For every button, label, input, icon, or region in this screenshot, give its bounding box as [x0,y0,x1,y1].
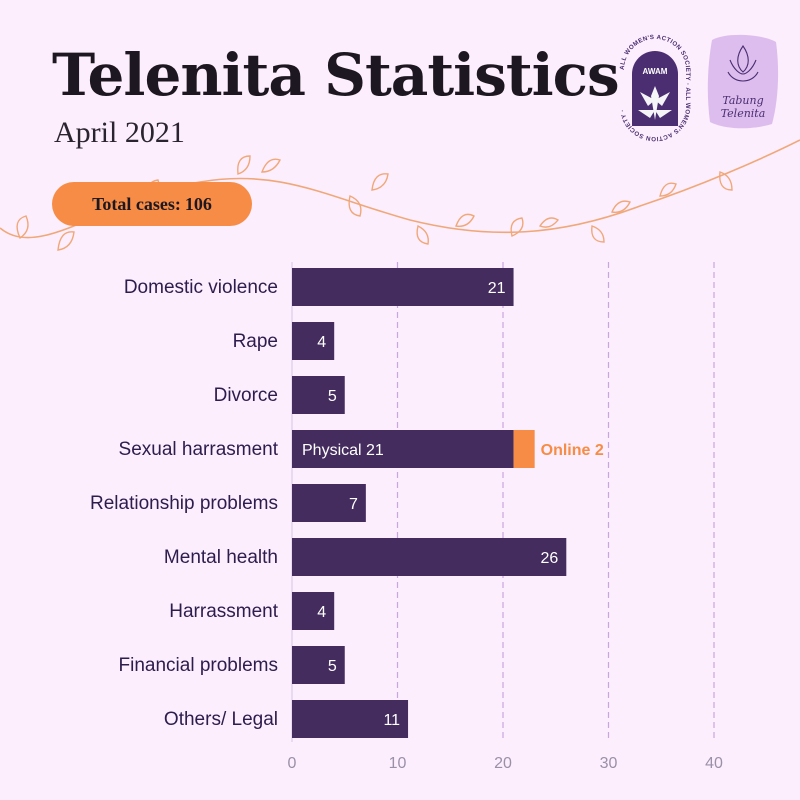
bar [292,646,345,684]
x-tick-label: 20 [494,755,512,772]
bar-value-label: 11 [383,712,400,729]
bar-value-label: 26 [541,550,559,567]
bar [292,538,567,576]
bar [292,376,345,414]
bar [292,484,366,522]
bar-segment-label: Online 2 [541,442,604,459]
page-subtitle: April 2021 [54,116,185,149]
chart-grid [396,262,715,742]
category-label: Domestic violence [124,277,278,298]
bar [292,322,335,360]
bar [292,430,514,468]
total-cases-label: Total cases: [92,193,181,214]
awam-logo-text: AWAM [643,67,668,76]
telenita-logo-line2: Telenita [721,107,766,120]
bar-value-label: Physical 21 [302,442,384,459]
chart-labels: Domestic violence 21 Rape 4 Divorce 5 Sexual h… [90,277,604,730]
bar [292,268,514,306]
x-tick-label: 30 [600,755,618,772]
category-label: Sexual harrasment [119,439,279,460]
awam-logo: ALL WOMEN'S ACTION SOCIETY · ALL WOMEN'S… [619,34,691,142]
tabung-telenita-logo: Tabung Telenita [707,34,779,129]
bar-value-label: 4 [317,334,326,351]
category-label: Rape [233,331,278,352]
bar [292,592,335,630]
chart-ticks: 0 10 20 30 40 [288,755,723,772]
category-label: Harrassment [169,601,278,622]
telenita-logo-line1: Tabung [722,94,763,107]
category-label: Mental health [164,547,278,568]
bar-value-label: 21 [488,280,506,297]
bar-value-label: 5 [328,388,337,405]
category-label: Divorce [214,385,278,406]
x-tick-label: 0 [288,755,297,772]
x-tick-label: 10 [389,755,407,772]
bar-value-label: 5 [328,658,337,675]
bar-segment-online [513,430,535,468]
bar [292,700,409,738]
chart-bars [292,268,567,738]
bar-value-label: 4 [317,604,326,621]
page-title: Telenita Statistics [52,41,620,109]
x-tick-label: 40 [705,755,723,772]
category-label: Relationship problems [90,493,278,514]
total-cases-badge: Total cases: 106 [52,182,252,226]
total-cases-value: 106 [184,193,212,214]
category-label: Others/ Legal [164,709,278,730]
category-label: Financial problems [119,655,278,676]
bar-value-label: 7 [349,496,358,513]
